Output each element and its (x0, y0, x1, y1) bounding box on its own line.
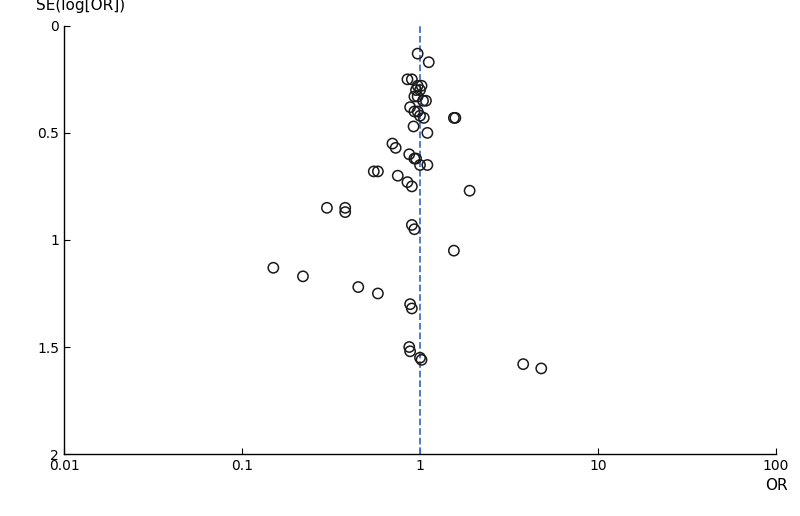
Point (517, 360, 530, 368)
X-axis label: OR: OR (765, 478, 787, 493)
Point (391, 171, 404, 180)
Point (411, 107, 424, 116)
Point (406, 221, 418, 229)
Point (417, 96, 430, 105)
Point (352, 283, 365, 291)
Point (410, 154, 422, 163)
Point (401, 75, 414, 84)
Point (535, 364, 548, 373)
Point (406, 75, 418, 84)
Point (407, 122, 420, 131)
Point (406, 304, 418, 313)
Point (418, 114, 430, 122)
Point (447, 114, 460, 122)
Point (403, 150, 416, 158)
Point (414, 111, 426, 120)
Point (404, 347, 417, 356)
Point (386, 139, 399, 148)
Point (339, 208, 352, 216)
Point (321, 204, 334, 212)
Point (410, 86, 422, 94)
Point (367, 167, 380, 175)
Point (421, 129, 434, 137)
Point (415, 82, 428, 90)
Point (403, 343, 416, 351)
Point (463, 187, 476, 195)
Point (411, 50, 424, 58)
Point (339, 204, 352, 212)
Point (419, 96, 432, 105)
Point (415, 356, 428, 364)
Point (408, 154, 421, 163)
Point (414, 161, 426, 169)
Point (404, 300, 417, 309)
Point (408, 225, 421, 233)
Point (414, 86, 426, 94)
Point (411, 82, 424, 90)
Point (449, 114, 462, 122)
Point (406, 182, 418, 190)
Point (404, 103, 417, 111)
Point (447, 247, 460, 255)
Point (414, 353, 426, 362)
Point (267, 264, 280, 272)
Point (371, 167, 384, 175)
Point (408, 107, 421, 116)
Point (297, 272, 310, 281)
Y-axis label: SE(log[OR]): SE(log[OR]) (35, 0, 125, 13)
Point (408, 92, 421, 101)
Point (390, 144, 402, 152)
Point (411, 92, 424, 101)
Point (422, 58, 435, 67)
Point (421, 161, 434, 169)
Point (371, 289, 384, 298)
Point (401, 178, 414, 186)
